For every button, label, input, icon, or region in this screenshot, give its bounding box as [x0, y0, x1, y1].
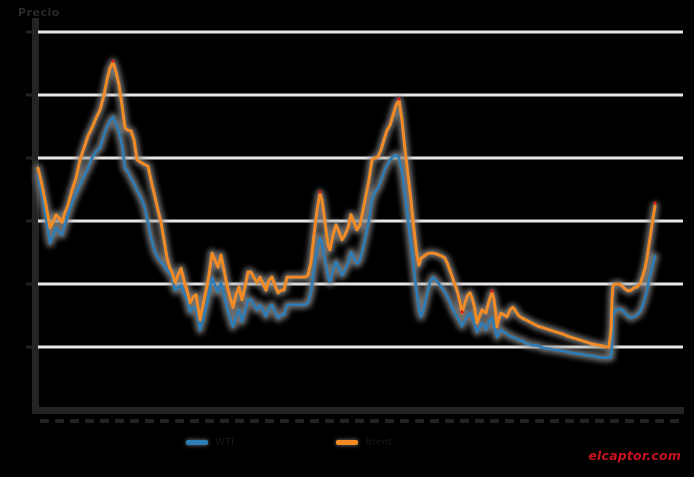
- legend: WTI Brent: [0, 435, 694, 451]
- axes-layer: [26, 18, 684, 414]
- chart-title: Precio: [18, 6, 60, 19]
- series-2-line-swatch: [336, 439, 358, 445]
- legend-label-series-2: Brent: [365, 436, 393, 448]
- legend-label-series-1: WTI: [215, 436, 234, 448]
- x-axis-tick-marks: [40, 419, 679, 423]
- line-shadow-layer: [34, 58, 659, 362]
- watermark: elcaptor.com: [588, 448, 681, 463]
- series-1-line-swatch: [186, 439, 208, 445]
- legend-item-series-1[interactable]: WTI: [186, 435, 234, 449]
- legend-item-series-2[interactable]: Brent: [336, 435, 392, 449]
- accent-dots-layer: [111, 59, 657, 314]
- series-layer: [36, 60, 657, 359]
